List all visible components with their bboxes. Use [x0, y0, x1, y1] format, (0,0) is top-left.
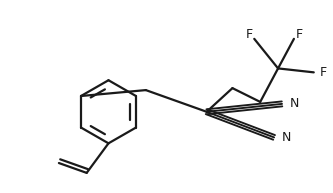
Text: N: N [282, 131, 291, 144]
Text: F: F [320, 66, 327, 79]
Text: F: F [295, 28, 302, 41]
Text: F: F [246, 28, 253, 41]
Text: N: N [290, 97, 299, 110]
